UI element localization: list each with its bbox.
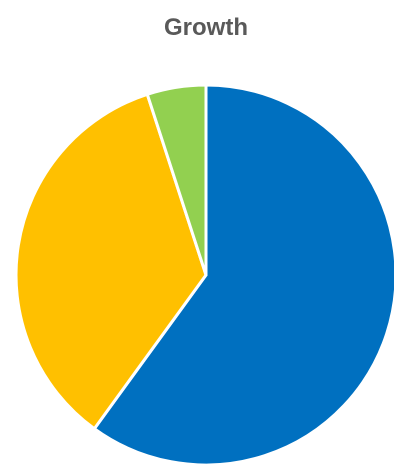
pie-slice-1	[92, 83, 394, 467]
chart-title: Growth	[164, 14, 248, 41]
pie-slice-3	[145, 83, 208, 277]
pie-slices	[14, 83, 394, 467]
pie-slice-2	[14, 92, 208, 431]
